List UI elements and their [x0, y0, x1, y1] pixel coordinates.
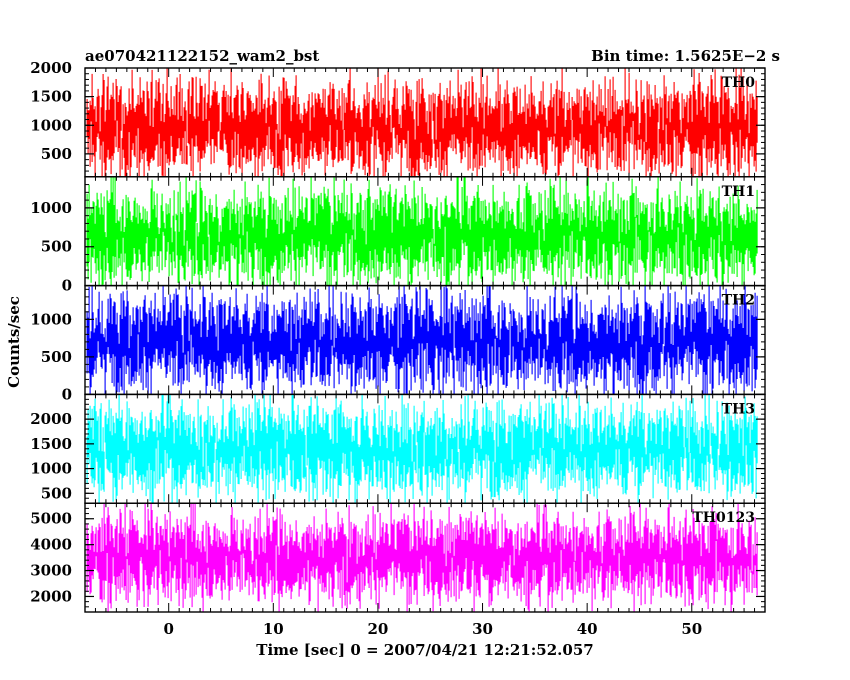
y-axis-label: Counts/sec	[5, 296, 23, 388]
panel-label: TH2	[722, 293, 755, 309]
y-tick-label: 500	[41, 238, 72, 256]
panel-frame	[84, 502, 766, 613]
y-tick-label: 1000	[30, 460, 72, 478]
panel-th0: 500 1000 1500 2000 TH0	[30, 59, 766, 178]
y-tick-label: 2000	[30, 587, 72, 605]
y-tick-label: 0	[62, 385, 72, 403]
x-axis-label: Time [sec] 0 = 2007/04/21 12:21:52.057	[256, 641, 593, 659]
y-tick-label: 500	[41, 348, 72, 366]
panel-label: TH0123	[692, 510, 755, 526]
y-tick-label: 1000	[30, 199, 72, 217]
y-tick-label: 1000	[30, 116, 72, 134]
series-line-th0	[86, 68, 758, 177]
x-axis: 0 10 20 30 40 50	[163, 620, 702, 638]
panel-th0123: 2000 3000 4000 5000 TH0123	[30, 502, 766, 613]
panels-group: 500 1000 1500 2000 TH0 0 500 1000 TH1 0 500 1000 TH2…	[30, 59, 766, 613]
series-line-th2	[86, 285, 758, 395]
x-tick-label: 30	[472, 620, 493, 638]
series-line-th1	[86, 176, 758, 286]
y-tick-label: 3000	[30, 562, 72, 580]
y-tick-label: 2000	[30, 410, 72, 428]
y-tick-label: 1500	[30, 88, 72, 106]
panel-th3: 500 1000 1500 2000 TH3	[30, 393, 766, 504]
x-tick-label: 20	[367, 620, 388, 638]
x-tick-label: 40	[577, 620, 598, 638]
y-tick-label: 2000	[30, 59, 72, 77]
panel-th1: 0 500 1000 TH1	[30, 176, 766, 295]
panel-th2: 0 500 1000 TH2	[30, 284, 766, 403]
y-tick-label: 0	[62, 277, 72, 295]
y-tick-label: 500	[41, 145, 72, 163]
x-tick-label: 0	[163, 620, 173, 638]
panel-label: TH1	[722, 184, 755, 200]
y-tick-label: 4000	[30, 536, 72, 554]
y-tick-label: 5000	[30, 510, 72, 528]
y-tick-label: 500	[41, 484, 72, 502]
panel-label: TH0	[722, 75, 756, 91]
series-line-th3	[86, 394, 758, 504]
chart-title-right: Bin time: 1.5625E−2 s	[591, 47, 780, 65]
chart-title-left: ae070421122152_wam2_bst	[85, 47, 319, 65]
panel-label: TH3	[722, 401, 755, 417]
x-tick-label: 10	[263, 620, 284, 638]
y-tick-label: 1000	[30, 310, 72, 328]
y-tick-label: 1500	[30, 435, 72, 453]
x-tick-label: 50	[681, 620, 702, 638]
series-line-th0123	[86, 503, 758, 613]
